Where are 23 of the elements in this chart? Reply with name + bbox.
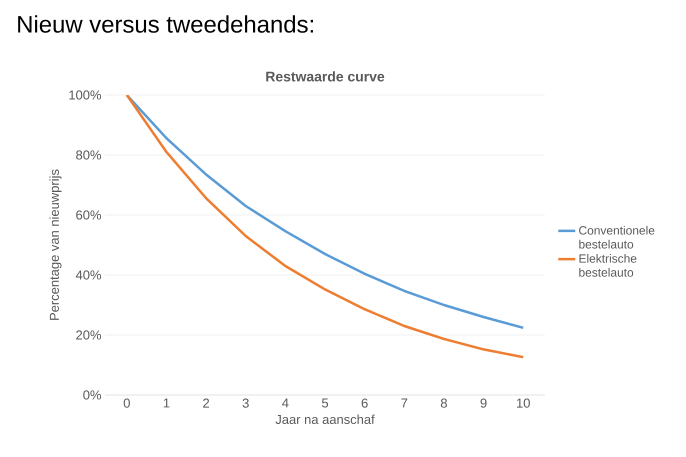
x-tick-label: 6 — [362, 398, 368, 408]
x-tick-label: 9 — [480, 398, 487, 408]
y-tick-label: 80% — [76, 150, 102, 160]
y-axis-title: Percentage van nieuwprijs — [49, 170, 62, 320]
y-tick-label: 100% — [69, 90, 102, 100]
x-tick-label: 10 — [516, 398, 530, 408]
y-tick-label: 20% — [76, 330, 102, 340]
y-tick-label: 60% — [76, 210, 102, 220]
x-tick-label: 8 — [440, 398, 447, 408]
x-tick-label: 2 — [203, 398, 210, 408]
y-tick-label: 40% — [76, 270, 102, 280]
chart-title: Restwaarde curve — [266, 71, 384, 82]
x-tick-label: 5 — [322, 398, 328, 408]
x-tick-label: 3 — [242, 398, 249, 408]
legend-label: Conventionele bestelauto — [579, 226, 654, 249]
legend-label: Elektrische bestelauto — [579, 254, 636, 277]
x-tick-label: 0 — [124, 398, 130, 408]
x-axis-title: Jaar na aanschaf — [276, 414, 375, 424]
text: Nieuw versus tweedehands: — [18, 15, 313, 33]
y-tick-label: 0% — [83, 390, 102, 400]
x-tick-label: 1 — [164, 398, 170, 408]
x-tick-label: 7 — [401, 398, 408, 408]
x-tick-label: 4 — [282, 398, 289, 408]
